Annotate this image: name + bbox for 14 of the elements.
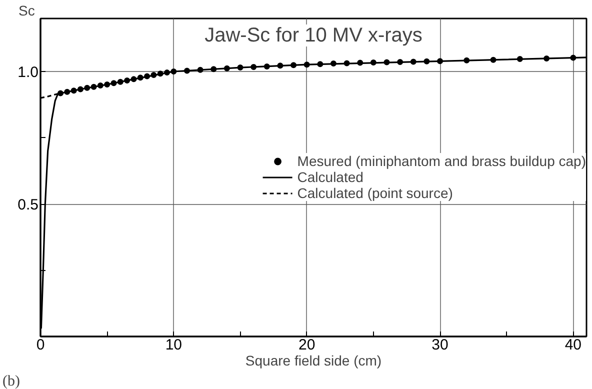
y-tick-label: 1.0 bbox=[18, 64, 39, 81]
x-tick-label: 20 bbox=[298, 336, 316, 354]
legend-label: Calculated bbox=[297, 169, 364, 185]
x-tick-label: 0 bbox=[36, 336, 45, 354]
x-tick-label: 40 bbox=[564, 336, 582, 354]
chart-title: Jaw-Sc for 10 MV x-rays bbox=[204, 24, 422, 46]
x-tick-label: 30 bbox=[432, 336, 448, 354]
y-tick-label: 0.5 bbox=[18, 196, 39, 214]
text: (b) bbox=[2, 374, 20, 389]
y-axis-title: Sc bbox=[18, 2, 35, 18]
legend-label: Calculated (point source) bbox=[297, 185, 453, 201]
legend-label: Mesured (miniphantom and brass buildup cap) bbox=[297, 153, 586, 169]
x-axis-title: Square field side (cm) bbox=[245, 352, 382, 368]
x-tick-label: 10 bbox=[165, 336, 182, 354]
